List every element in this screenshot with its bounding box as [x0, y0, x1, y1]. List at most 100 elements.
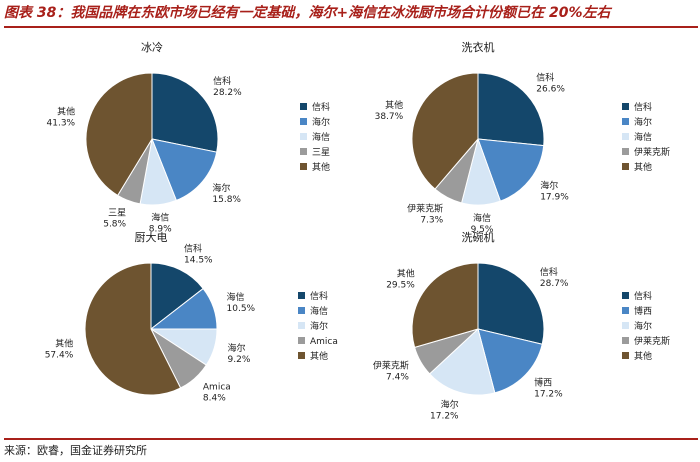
slice-value-label: 26.6%	[536, 85, 565, 95]
legend-label: Amica	[310, 337, 338, 347]
pie-chart-3: 厨大电信科14.5%海信10.5%海尔9.2%Amica8.4%其他57.4%信…	[45, 230, 338, 404]
legend-label: 海尔	[310, 320, 328, 332]
slice-value-label: 38.7%	[375, 112, 404, 122]
legend-swatch	[622, 292, 629, 299]
pie-slice	[151, 72, 219, 153]
pie-title: 厨大电	[135, 230, 168, 244]
pie-chart-1: 冰冷信科28.2%海尔15.8%海信8.9%三星5.8%其他41.3%信科海尔海…	[47, 41, 331, 235]
slice-label: 海信	[151, 212, 169, 224]
source-note: 来源：欧睿，国金证券研究所	[4, 444, 147, 457]
pie-slice	[151, 138, 218, 202]
legend-label: 海信	[310, 305, 328, 317]
slice-label: 其他	[385, 99, 403, 111]
legend-swatch	[298, 292, 305, 299]
slice-label: 博西	[534, 377, 552, 389]
legend-swatch	[622, 133, 629, 140]
legend-label: 其他	[312, 161, 330, 173]
legend-label: 伊莱克斯	[634, 335, 670, 347]
pie-slice	[477, 328, 543, 394]
title-rule	[4, 26, 698, 28]
legend-swatch	[298, 352, 305, 359]
legend-swatch	[298, 307, 305, 314]
pie-slice	[428, 328, 496, 396]
pie-slice	[150, 262, 204, 331]
legend-label: 其他	[634, 350, 652, 362]
slice-value-label: 10.5%	[227, 304, 256, 314]
pie-slice	[411, 262, 479, 349]
slice-value-label: 28.7%	[540, 279, 569, 289]
pie-slice	[477, 72, 545, 147]
legend-label: 海信	[312, 131, 330, 143]
slice-value-label: 17.2%	[430, 412, 459, 422]
legend-swatch	[300, 148, 307, 155]
pie-slice	[477, 262, 545, 345]
legend-label: 信科	[634, 290, 652, 302]
legend-label: 信科	[312, 101, 330, 113]
legend-label: 博西	[634, 305, 652, 317]
slice-label: 信科	[213, 75, 231, 87]
slice-value-label: 8.4%	[203, 394, 226, 404]
legend-swatch	[300, 133, 307, 140]
slice-label: 伊莱克斯	[373, 359, 409, 371]
slice-value-label: 14.5%	[184, 256, 213, 266]
legend-label: 海尔	[312, 116, 330, 128]
slice-value-label: 9.5%	[471, 225, 494, 235]
legend-swatch	[622, 148, 629, 155]
slice-value-label: 41.3%	[47, 118, 76, 128]
legend-swatch	[300, 103, 307, 110]
slice-value-label: 7.4%	[386, 372, 409, 382]
legend-swatch	[298, 337, 305, 344]
slice-label: Amica	[203, 383, 231, 393]
slice-label: 信科	[184, 243, 202, 255]
slice-label: 其他	[397, 268, 415, 280]
legend-swatch	[300, 118, 307, 125]
pie-title: 洗碗机	[462, 230, 495, 244]
slice-label: 伊莱克斯	[407, 203, 443, 215]
slice-label: 其他	[55, 337, 73, 349]
legend-swatch	[622, 307, 629, 314]
slice-label: 信科	[540, 266, 558, 278]
pie-chart-2: 洗衣机信科26.6%海尔17.9%海信9.5%伊莱克斯7.3%其他38.7%信科…	[375, 40, 670, 235]
legend-label: 海尔	[634, 116, 652, 128]
legend-label: 伊莱克斯	[634, 146, 670, 158]
legend-label: 其他	[310, 350, 328, 362]
slice-value-label: 17.2%	[534, 390, 563, 400]
pie-slice	[85, 72, 153, 197]
legend-label: 信科	[310, 290, 328, 302]
slice-value-label: 17.9%	[540, 193, 569, 203]
legend-swatch	[298, 322, 305, 329]
legend-swatch	[622, 337, 629, 344]
slice-label: 海信	[473, 212, 491, 224]
legend-label: 三星	[312, 147, 330, 158]
legend-swatch	[622, 352, 629, 359]
slice-value-label: 29.5%	[386, 281, 415, 291]
legend-swatch	[622, 163, 629, 170]
legend-swatch	[622, 322, 629, 329]
legend-swatch	[622, 118, 629, 125]
slice-label: 信科	[536, 72, 554, 84]
slice-value-label: 15.8%	[212, 195, 241, 205]
slice-label: 海尔	[441, 399, 459, 411]
pie-title: 洗衣机	[462, 40, 495, 54]
slice-label: 三星	[108, 208, 126, 219]
legend-swatch	[300, 163, 307, 170]
legend-label: 其他	[634, 161, 652, 173]
slice-value-label: 57.4%	[45, 350, 74, 360]
slice-value-label: 9.2%	[228, 355, 251, 365]
legend-label: 信科	[634, 101, 652, 113]
legend-label: 海信	[634, 131, 652, 143]
legend-label: 海尔	[634, 320, 652, 332]
slice-value-label: 5.8%	[103, 220, 126, 230]
pie-slice	[84, 262, 182, 396]
legend-swatch	[622, 103, 629, 110]
slice-value-label: 8.9%	[149, 225, 172, 235]
figure-title: 图表 38：我国品牌在东欧市场已经有一定基础，海尔+海信在冰洗厨市场合计份额已在…	[4, 5, 611, 21]
slice-label: 海信	[227, 291, 245, 303]
slice-label: 海尔	[540, 180, 558, 192]
pie-slice	[477, 138, 545, 202]
pie-slice	[411, 72, 479, 190]
slice-label: 海尔	[212, 182, 230, 194]
pie-chart-4: 洗碗机信科28.7%博西17.2%海尔17.2%伊莱克斯7.4%其他29.5%信…	[373, 230, 670, 422]
slice-value-label: 7.3%	[420, 216, 443, 226]
pie-title: 冰冷	[141, 41, 163, 54]
